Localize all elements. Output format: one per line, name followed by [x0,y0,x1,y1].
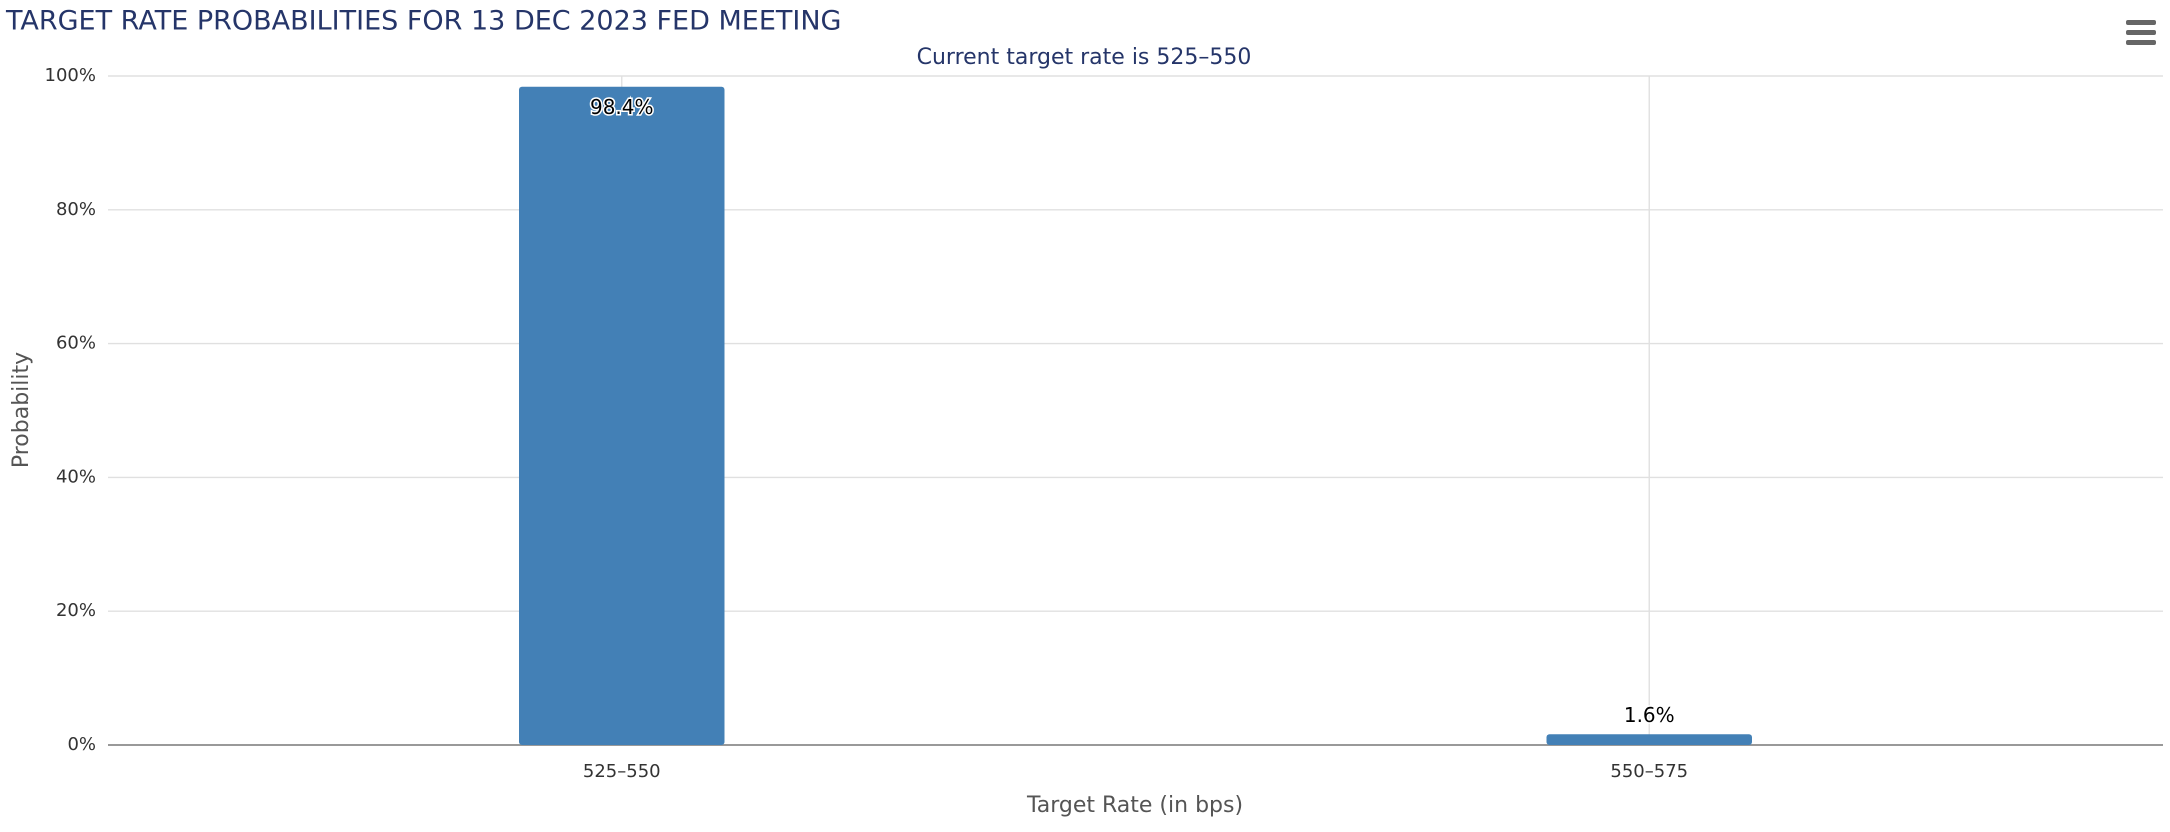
menu-bar [2126,30,2156,35]
y-tick-label: 60% [56,333,96,354]
menu-bar [2126,40,2156,45]
y-axis-title: Probability [9,352,34,468]
y-tick-label: 100% [45,65,96,86]
chart-subtitle: Current target rate is 525–550 [917,45,1252,70]
x-axis-title: Target Rate (in bps) [1026,793,1243,818]
x-tick-label: 550–575 [1610,761,1688,782]
menu-bar [2126,20,2156,25]
y-tick-label: 20% [56,600,96,621]
data-label: 1.6% [1624,703,1675,727]
x-tick-label: 525–550 [583,761,661,782]
bar [519,86,725,746]
y-tick-label: 0% [67,734,96,755]
bar [1546,734,1752,745]
y-tick-label: 40% [56,466,96,487]
data-label: 98.4% [590,95,654,119]
chart-title: TARGET RATE PROBABILITIES FOR 13 DEC 202… [5,6,841,37]
y-tick-label: 80% [56,199,96,220]
menu-button[interactable] [2126,20,2156,45]
